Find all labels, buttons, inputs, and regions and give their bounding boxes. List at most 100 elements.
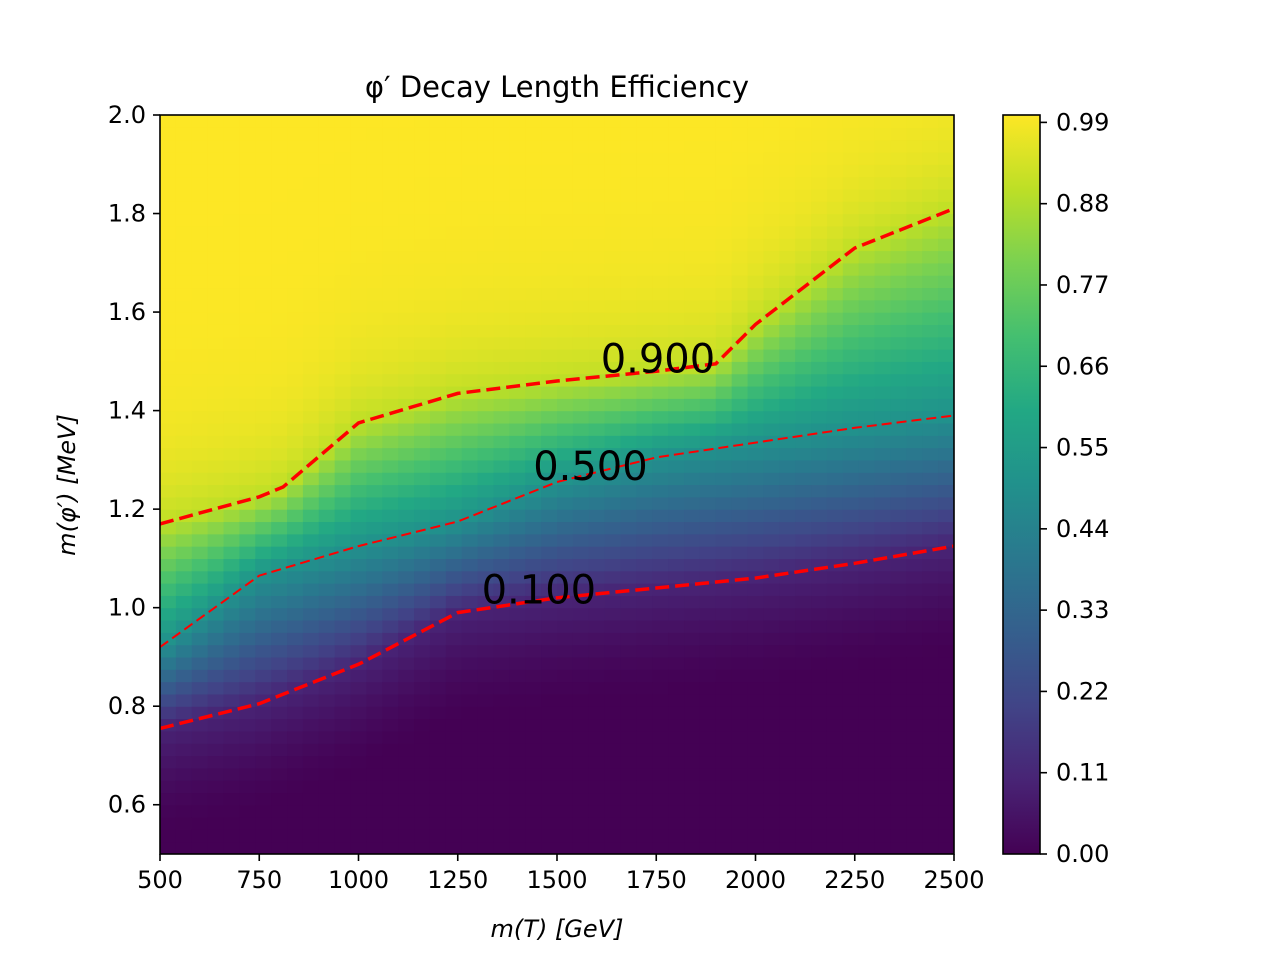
heatmap-cell [668,484,685,498]
heatmap-cell [255,188,272,202]
heatmap-cell [874,472,892,486]
heatmap-cell [350,509,368,523]
heatmap-cell [414,484,431,498]
heatmap-cell [271,164,288,178]
heatmap-cell [191,669,209,683]
heatmap-cell [811,484,828,498]
heatmap-cell [715,115,733,128]
heatmap-cell [652,201,669,215]
heatmap-cell [271,250,288,264]
heatmap-cell [207,287,225,301]
heatmap-cell [477,755,495,769]
heatmap-cell [699,262,717,276]
heatmap-cell [938,275,954,289]
heatmap-cell [382,299,399,313]
heatmap-cell [684,681,701,695]
heatmap-cell [350,262,368,276]
heatmap-cell [906,238,923,252]
heatmap-cell [938,287,954,301]
heatmap-cell [858,373,876,387]
heatmap-cell [715,767,733,781]
heatmap-cell [541,570,558,584]
heatmap-cell [922,262,939,276]
heatmap-cell [715,188,733,202]
heatmap-cell [398,656,415,670]
heatmap-cell [493,767,510,781]
heatmap-cell [572,804,590,818]
heatmap-cell [223,164,240,178]
heatmap-cell [160,558,177,572]
heatmap-cell [795,570,812,584]
heatmap-cell [795,718,812,732]
heatmap-cell [684,509,701,523]
heatmap-cell [318,349,336,362]
heatmap-cell [636,139,653,153]
heatmap-cell [255,656,272,670]
heatmap-cell [207,484,225,498]
heatmap-cell [318,767,336,781]
heatmap-cell [572,570,590,584]
heatmap-cell [604,607,622,621]
heatmap-cell [620,533,637,547]
heatmap-cell [715,324,733,338]
heatmap-cell [636,509,653,523]
heatmap-cell [652,287,669,301]
heatmap-cell [763,681,780,695]
heatmap-cell [652,841,669,854]
heatmap-cell [160,422,177,436]
heatmap-cell [842,693,860,707]
heatmap-cell [826,435,844,449]
heatmap-cell [795,336,812,350]
heatmap-cell [620,521,637,535]
heatmap-cell [747,262,765,276]
heatmap-cell [493,632,510,646]
heatmap-cell [461,558,479,572]
heatmap-cell [223,619,240,633]
x-tick-label: 1250 [427,866,488,894]
heatmap-cell [620,743,637,757]
heatmap-cell [509,250,526,264]
heatmap-cell [874,349,892,362]
heatmap-cell [493,509,510,523]
heatmap-cell [477,151,495,165]
heatmap-cell [874,780,892,794]
heatmap-cell [684,755,701,769]
heatmap-cell [414,743,431,757]
heatmap-cell [175,755,193,769]
heatmap-cell [572,238,590,252]
heatmap-cell [763,533,780,547]
heatmap-cell [636,410,653,424]
heatmap-cell [493,410,510,424]
heatmap-cell [684,275,701,289]
heatmap-cell [350,188,368,202]
heatmap-cell [207,558,225,572]
heatmap-cell [191,521,209,535]
heatmap-cell [525,324,542,338]
heatmap-cell [874,607,892,621]
heatmap-cell [302,780,320,794]
heatmap-cell [731,164,749,178]
heatmap-cell [731,225,749,239]
heatmap-cell [699,607,717,621]
heatmap-cell [239,459,256,473]
heatmap-cell [429,459,447,473]
heatmap-cell [684,447,701,461]
heatmap-cell [461,743,479,757]
heatmap-cell [414,730,431,744]
heatmap-cell [779,176,796,190]
heatmap-cell [731,656,749,670]
heatmap-cell [525,459,542,473]
heatmap-cell [414,607,431,621]
heatmap-cell [636,656,653,670]
heatmap-cell [525,583,542,596]
heatmap-cell [858,521,876,535]
heatmap-cell [175,459,193,473]
heatmap-cell [747,521,765,535]
heatmap-cell [223,238,240,252]
heatmap-cell [461,275,479,289]
heatmap-cell [509,681,526,695]
heatmap-cell [366,743,383,757]
heatmap-cell [239,238,256,252]
heatmap-cell [858,213,876,227]
heatmap-cell [271,410,288,424]
